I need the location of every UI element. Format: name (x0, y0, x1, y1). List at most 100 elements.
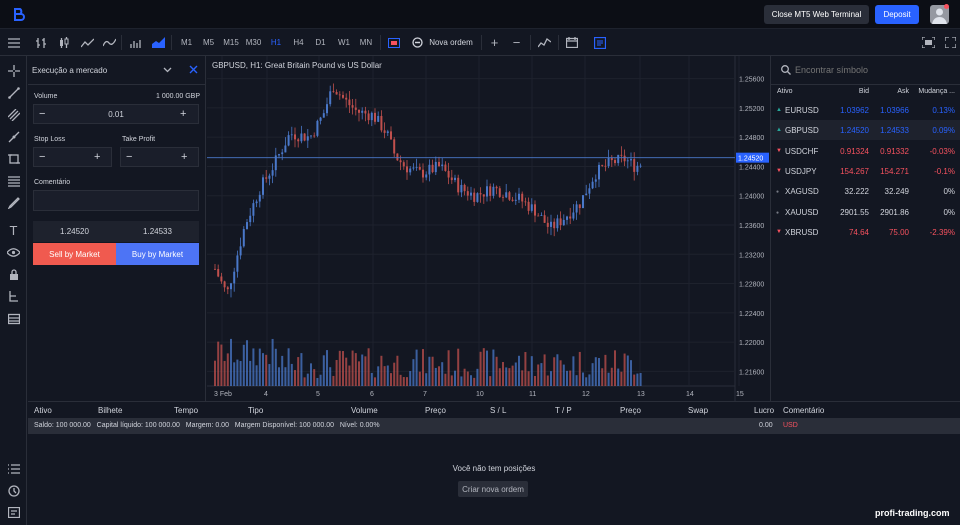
volume-bar (364, 356, 367, 386)
plus-icon[interactable]: + (94, 151, 101, 163)
list-icon[interactable] (5, 460, 22, 477)
search-input[interactable] (795, 62, 955, 78)
col-ask[interactable]: Ask (897, 88, 909, 95)
comment-input[interactable] (33, 190, 199, 211)
fibonacci-icon[interactable] (5, 172, 22, 189)
minus-icon[interactable]: − (39, 108, 46, 120)
price-chart[interactable]: 1.25600 1.25200 1.24800 1.24400 1.24000 1.236… (207, 56, 769, 401)
crosshair-icon[interactable] (5, 62, 22, 79)
x-tick-label: 14 (686, 391, 694, 398)
col-bid[interactable]: Bid (858, 88, 869, 95)
col-11[interactable]: Comentário (783, 406, 825, 415)
volume-bars-icon[interactable] (128, 29, 144, 56)
new-order-icon[interactable] (410, 29, 424, 56)
col-6[interactable]: S / L (490, 406, 507, 415)
tf-m30[interactable]: M30 (245, 38, 262, 47)
candle (345, 97, 348, 100)
tf-mn[interactable]: MN (359, 38, 373, 47)
col-2[interactable]: Tempo (174, 406, 199, 415)
col-10[interactable]: Lucro (754, 406, 775, 415)
watch-row-eurusd[interactable]: ▲ EURUSD 1.03962 1.03966 0.13% (771, 100, 960, 120)
avatar[interactable] (930, 5, 949, 24)
take-profit-stepper[interactable]: − + (120, 147, 199, 167)
journal-icon[interactable] (5, 504, 22, 521)
col-5[interactable]: Preço (425, 406, 446, 415)
minus-icon[interactable]: − (39, 151, 46, 163)
col-7[interactable]: T / P (555, 406, 572, 415)
watch-ask: 1.03966 (880, 106, 909, 115)
menu-icon[interactable] (5, 29, 22, 56)
col-8[interactable]: Preço (620, 406, 641, 415)
watch-row-xbrusd[interactable]: ▼ XBRUSD 74.64 75.00 -2.39% (771, 222, 960, 242)
tf-h4[interactable]: H4 (293, 38, 304, 47)
volume-bar (249, 360, 252, 386)
candles-icon[interactable] (56, 29, 72, 56)
fullscreen-icon[interactable] (942, 29, 958, 56)
news-icon[interactable] (592, 29, 608, 56)
watch-row-xauusd[interactable]: ● XAUUSD 2901.55 2901.86 0% (771, 202, 960, 222)
candle (466, 191, 469, 196)
ray-icon[interactable] (5, 128, 22, 145)
volume-bar (492, 349, 495, 386)
tf-d1[interactable]: D1 (315, 38, 326, 47)
volume-input[interactable]: 0.01 (108, 110, 124, 119)
trendline-icon[interactable] (5, 84, 22, 101)
watch-row-usdchf[interactable]: ▼ USDCHF 0.91324 0.91332 -0.03% (771, 141, 960, 161)
col-change[interactable]: Mudança ... (918, 88, 955, 95)
close-terminal-button[interactable]: Close MT5 Web Terminal (764, 5, 869, 24)
y-tick-label: 1.22800 (739, 282, 764, 289)
eye-icon[interactable] (5, 244, 22, 261)
history-icon[interactable] (5, 482, 22, 499)
col-1[interactable]: Bilhete (98, 406, 123, 415)
hierarchy-icon[interactable] (5, 288, 22, 305)
col-0[interactable]: Ativo (34, 406, 52, 415)
col-3[interactable]: Tipo (248, 406, 264, 415)
col-4[interactable]: Volume (351, 406, 378, 415)
chart-settings-icon[interactable] (386, 29, 402, 56)
new-order-button[interactable]: Nova ordem (429, 38, 473, 47)
plus-icon[interactable]: + (180, 108, 187, 120)
zoom-out-icon[interactable]: − (512, 35, 521, 50)
indicators-icon[interactable] (536, 29, 552, 56)
candle (268, 175, 271, 179)
create-order-button[interactable]: Criar nova ordem (458, 481, 528, 497)
volume-stepper[interactable]: − 0.01 + (33, 104, 199, 124)
rectangle-tool-icon[interactable] (5, 150, 22, 167)
smooth-line-icon[interactable] (101, 29, 117, 56)
watch-row-usdjpy[interactable]: ▼ USDJPY 154.267 154.271 -0.1% (771, 161, 960, 181)
volume-bar (553, 357, 556, 386)
candle (284, 145, 287, 153)
minus-icon[interactable]: − (126, 151, 133, 163)
sell-button[interactable]: Sell by Market (33, 243, 116, 265)
zoom-in-icon[interactable]: + (490, 35, 499, 50)
tf-h1[interactable]: H1 (270, 38, 282, 47)
layers-icon[interactable] (5, 310, 22, 327)
chevron-down-icon[interactable] (163, 65, 172, 76)
plus-icon[interactable]: + (181, 151, 188, 163)
area-volume-icon[interactable] (150, 29, 166, 56)
pencil-icon[interactable] (5, 194, 22, 211)
close-icon[interactable] (189, 65, 198, 76)
col-asset[interactable]: Ativo (777, 88, 793, 95)
tf-w1[interactable]: W1 (338, 38, 350, 47)
buy-button[interactable]: Buy by Market (116, 243, 199, 265)
lock-icon[interactable] (5, 266, 22, 283)
text-tool-icon[interactable] (5, 197, 22, 214)
watch-row-gbpusd[interactable]: ▲ GBPUSD 1.24520 1.24533 0.09% (771, 120, 960, 141)
line-chart-icon[interactable] (79, 29, 95, 56)
tf-m5[interactable]: M5 (202, 38, 215, 47)
bar-chart-icon[interactable] (33, 29, 49, 56)
text-icon[interactable]: T (9, 223, 18, 238)
tf-m1[interactable]: M1 (180, 38, 193, 47)
channel-icon[interactable] (5, 106, 22, 123)
candle (306, 136, 309, 141)
tf-m15[interactable]: M15 (223, 38, 239, 47)
execution-mode[interactable]: Execução a mercado (32, 66, 108, 75)
stop-loss-stepper[interactable]: − + (33, 147, 112, 167)
screenshot-icon[interactable] (920, 29, 936, 56)
deposit-button[interactable]: Deposit (875, 5, 919, 24)
watch-row-xagusd[interactable]: ● XAGUSD 32.222 32.249 0% (771, 181, 960, 201)
col-9[interactable]: Swap (688, 406, 709, 415)
chart-canvas[interactable]: 1.25600 1.25200 1.24800 1.24400 1.24000 1.236… (207, 56, 769, 401)
calendar-icon[interactable] (564, 29, 580, 56)
